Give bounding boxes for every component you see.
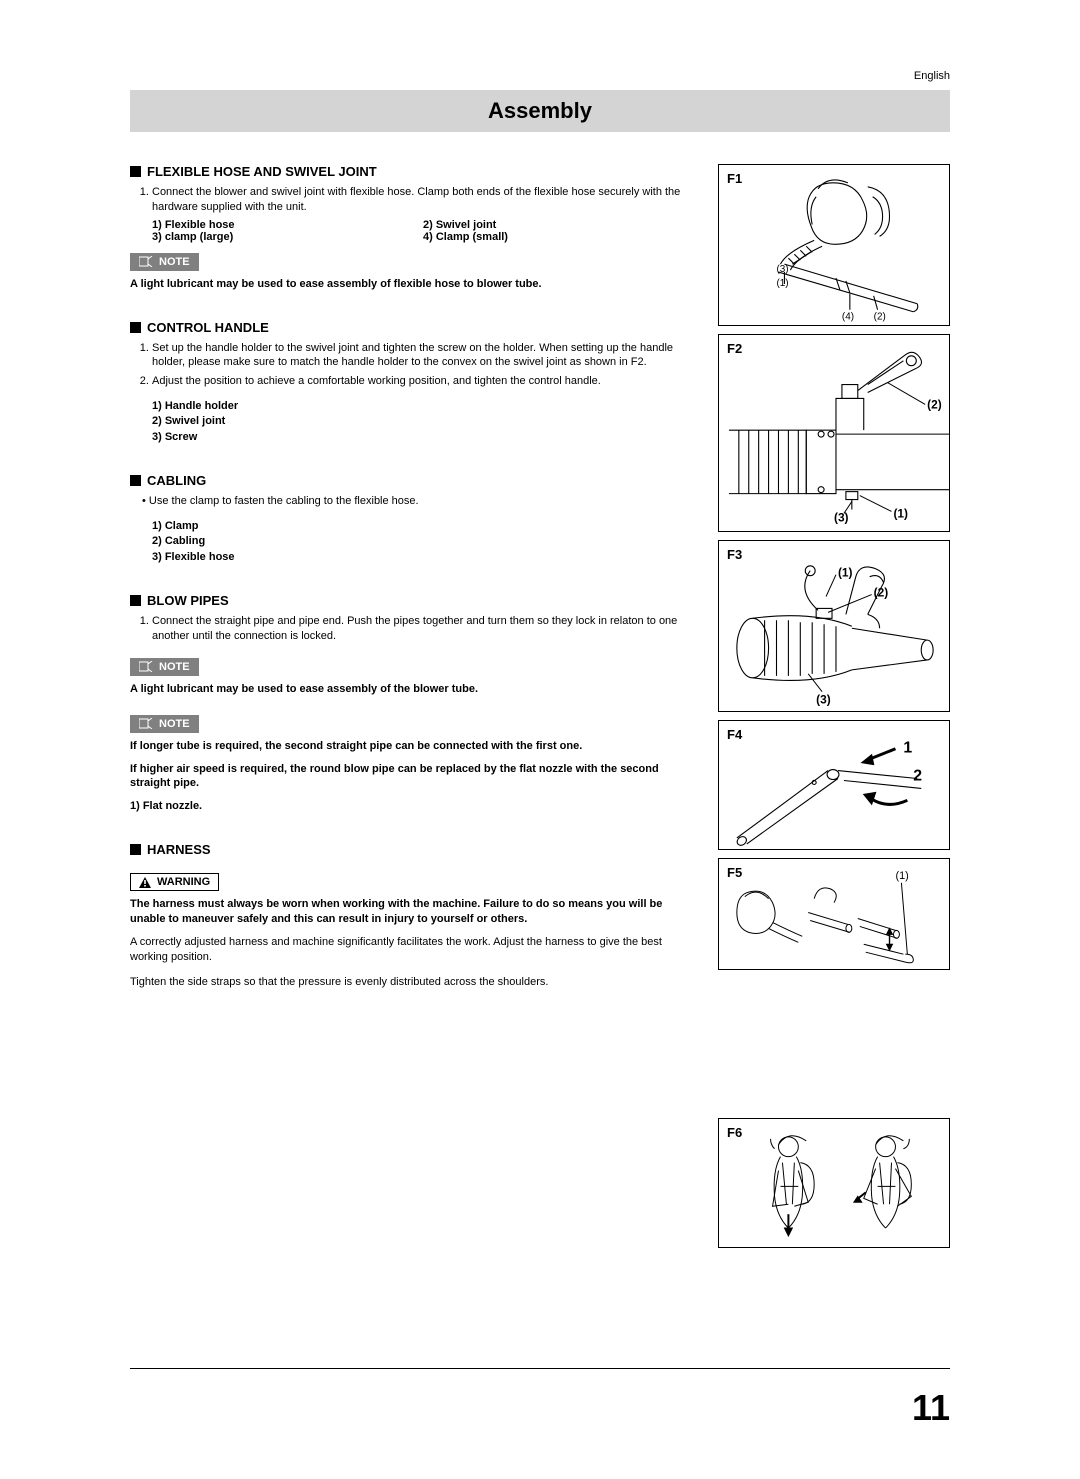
pipes-heading: BLOW PIPES [147,593,229,608]
cabling-part-1: 1) Clamp [152,519,694,534]
section-pipes: BLOW PIPES Connect the straight pipe and… [130,593,694,814]
note-text-label: NOTE [159,718,190,730]
hose-part-2: 2) Swivel joint [423,219,694,231]
note-icon [139,661,153,672]
figure-f6: F6 [718,1118,950,1248]
figure-f5: F5 [718,858,950,970]
figure-column: F1 [718,164,950,1256]
f1-callout-2: (2) [874,312,886,323]
f4-callout-2: 2 [913,767,922,784]
f2-callout-1: (1) [893,506,908,520]
note-text-label: NOTE [159,256,190,268]
warning-icon [139,877,151,888]
content-column: FLEXIBLE HOSE AND SWIVEL JOINT Connect t… [130,164,694,1256]
f5-callout-1: (1) [895,870,908,882]
figure-f3: F3 [718,540,950,712]
pipes-note-1: A light lubricant may be used to ease as… [130,682,694,697]
page-number: 11 [912,1387,950,1429]
cabling-part-3: 3) Flexible hose [152,550,694,565]
handle-part-3: 3) Screw [152,430,694,445]
f1-label: F1 [727,171,742,186]
f5-label: F5 [727,865,742,880]
f1-callout-3: (3) [777,264,789,275]
footer-rule [130,1368,950,1369]
f2-callout-2: (2) [927,397,942,411]
language-label: English [130,70,950,82]
warning-label: WARNING [130,873,219,891]
hose-part-1: 1) Flexible hose [152,219,423,231]
page-title: Assembly [130,90,950,132]
f1-callout-4: (4) [842,312,854,323]
handle-part-1: 1) Handle holder [152,399,694,414]
section-cabling: CABLING Use the clamp to fasten the cabl… [130,473,694,565]
harness-body-2: Tighten the side straps so that the pres… [130,975,694,990]
hose-heading: FLEXIBLE HOSE AND SWIVEL JOINT [147,164,377,179]
f2-callout-3: (3) [834,510,849,524]
cabling-heading: CABLING [147,473,206,488]
figure-f4: F4 [718,720,950,850]
figure-f1: F1 [718,164,950,326]
pipes-note-2a: If longer tube is required, the second s… [130,739,694,754]
cabling-bullet-1: Use the clamp to fasten the cabling to t… [142,494,694,509]
f1-callout-1: (1) [777,278,789,289]
handle-part-2: 2) Swivel joint [152,414,694,429]
warning-text-label: WARNING [157,876,210,888]
f4-callout-1: 1 [903,740,912,757]
harness-warning: The harness must always be worn when wor… [130,897,694,927]
note-label: NOTE [130,715,199,733]
f4-label: F4 [727,727,742,742]
note-label: NOTE [130,658,199,676]
section-marker-icon [130,166,141,177]
figure-f2: F2 [718,334,950,532]
section-hose: FLEXIBLE HOSE AND SWIVEL JOINT Connect t… [130,164,694,292]
harness-body-1: A correctly adjusted harness and machine… [130,935,694,965]
section-marker-icon [130,322,141,333]
harness-heading: HARNESS [147,842,211,857]
handle-heading: CONTROL HANDLE [147,320,269,335]
hose-part-4: 4) Clamp (small) [423,231,694,243]
section-marker-icon [130,844,141,855]
handle-step-2: Adjust the position to achieve a comfort… [152,374,694,389]
f3-callout-2: (2) [874,586,889,600]
f6-label: F6 [727,1125,742,1140]
f3-callout-1: (1) [838,566,853,580]
pipes-note-2c: 1) Flat nozzle. [130,799,694,814]
note-icon [139,256,153,267]
f3-callout-3: (3) [816,693,831,707]
section-harness: HARNESS WARNING The harness must always … [130,842,694,989]
pipes-note-2b: If higher air speed is required, the rou… [130,762,694,792]
f2-label: F2 [727,341,742,356]
cabling-part-2: 2) Cabling [152,534,694,549]
hose-part-3: 3) clamp (large) [152,231,423,243]
pipes-step-1: Connect the straight pipe and pipe end. … [152,614,694,644]
note-icon [139,718,153,729]
section-marker-icon [130,595,141,606]
note-label: NOTE [130,253,199,271]
hose-note: A light lubricant may be used to ease as… [130,277,694,292]
note-text-label: NOTE [159,661,190,673]
f3-label: F3 [727,547,742,562]
section-marker-icon [130,475,141,486]
hose-step-1: Connect the blower and swivel joint with… [152,185,694,215]
handle-step-1: Set up the handle holder to the swivel j… [152,341,694,371]
section-handle: CONTROL HANDLE Set up the handle holder … [130,320,694,446]
